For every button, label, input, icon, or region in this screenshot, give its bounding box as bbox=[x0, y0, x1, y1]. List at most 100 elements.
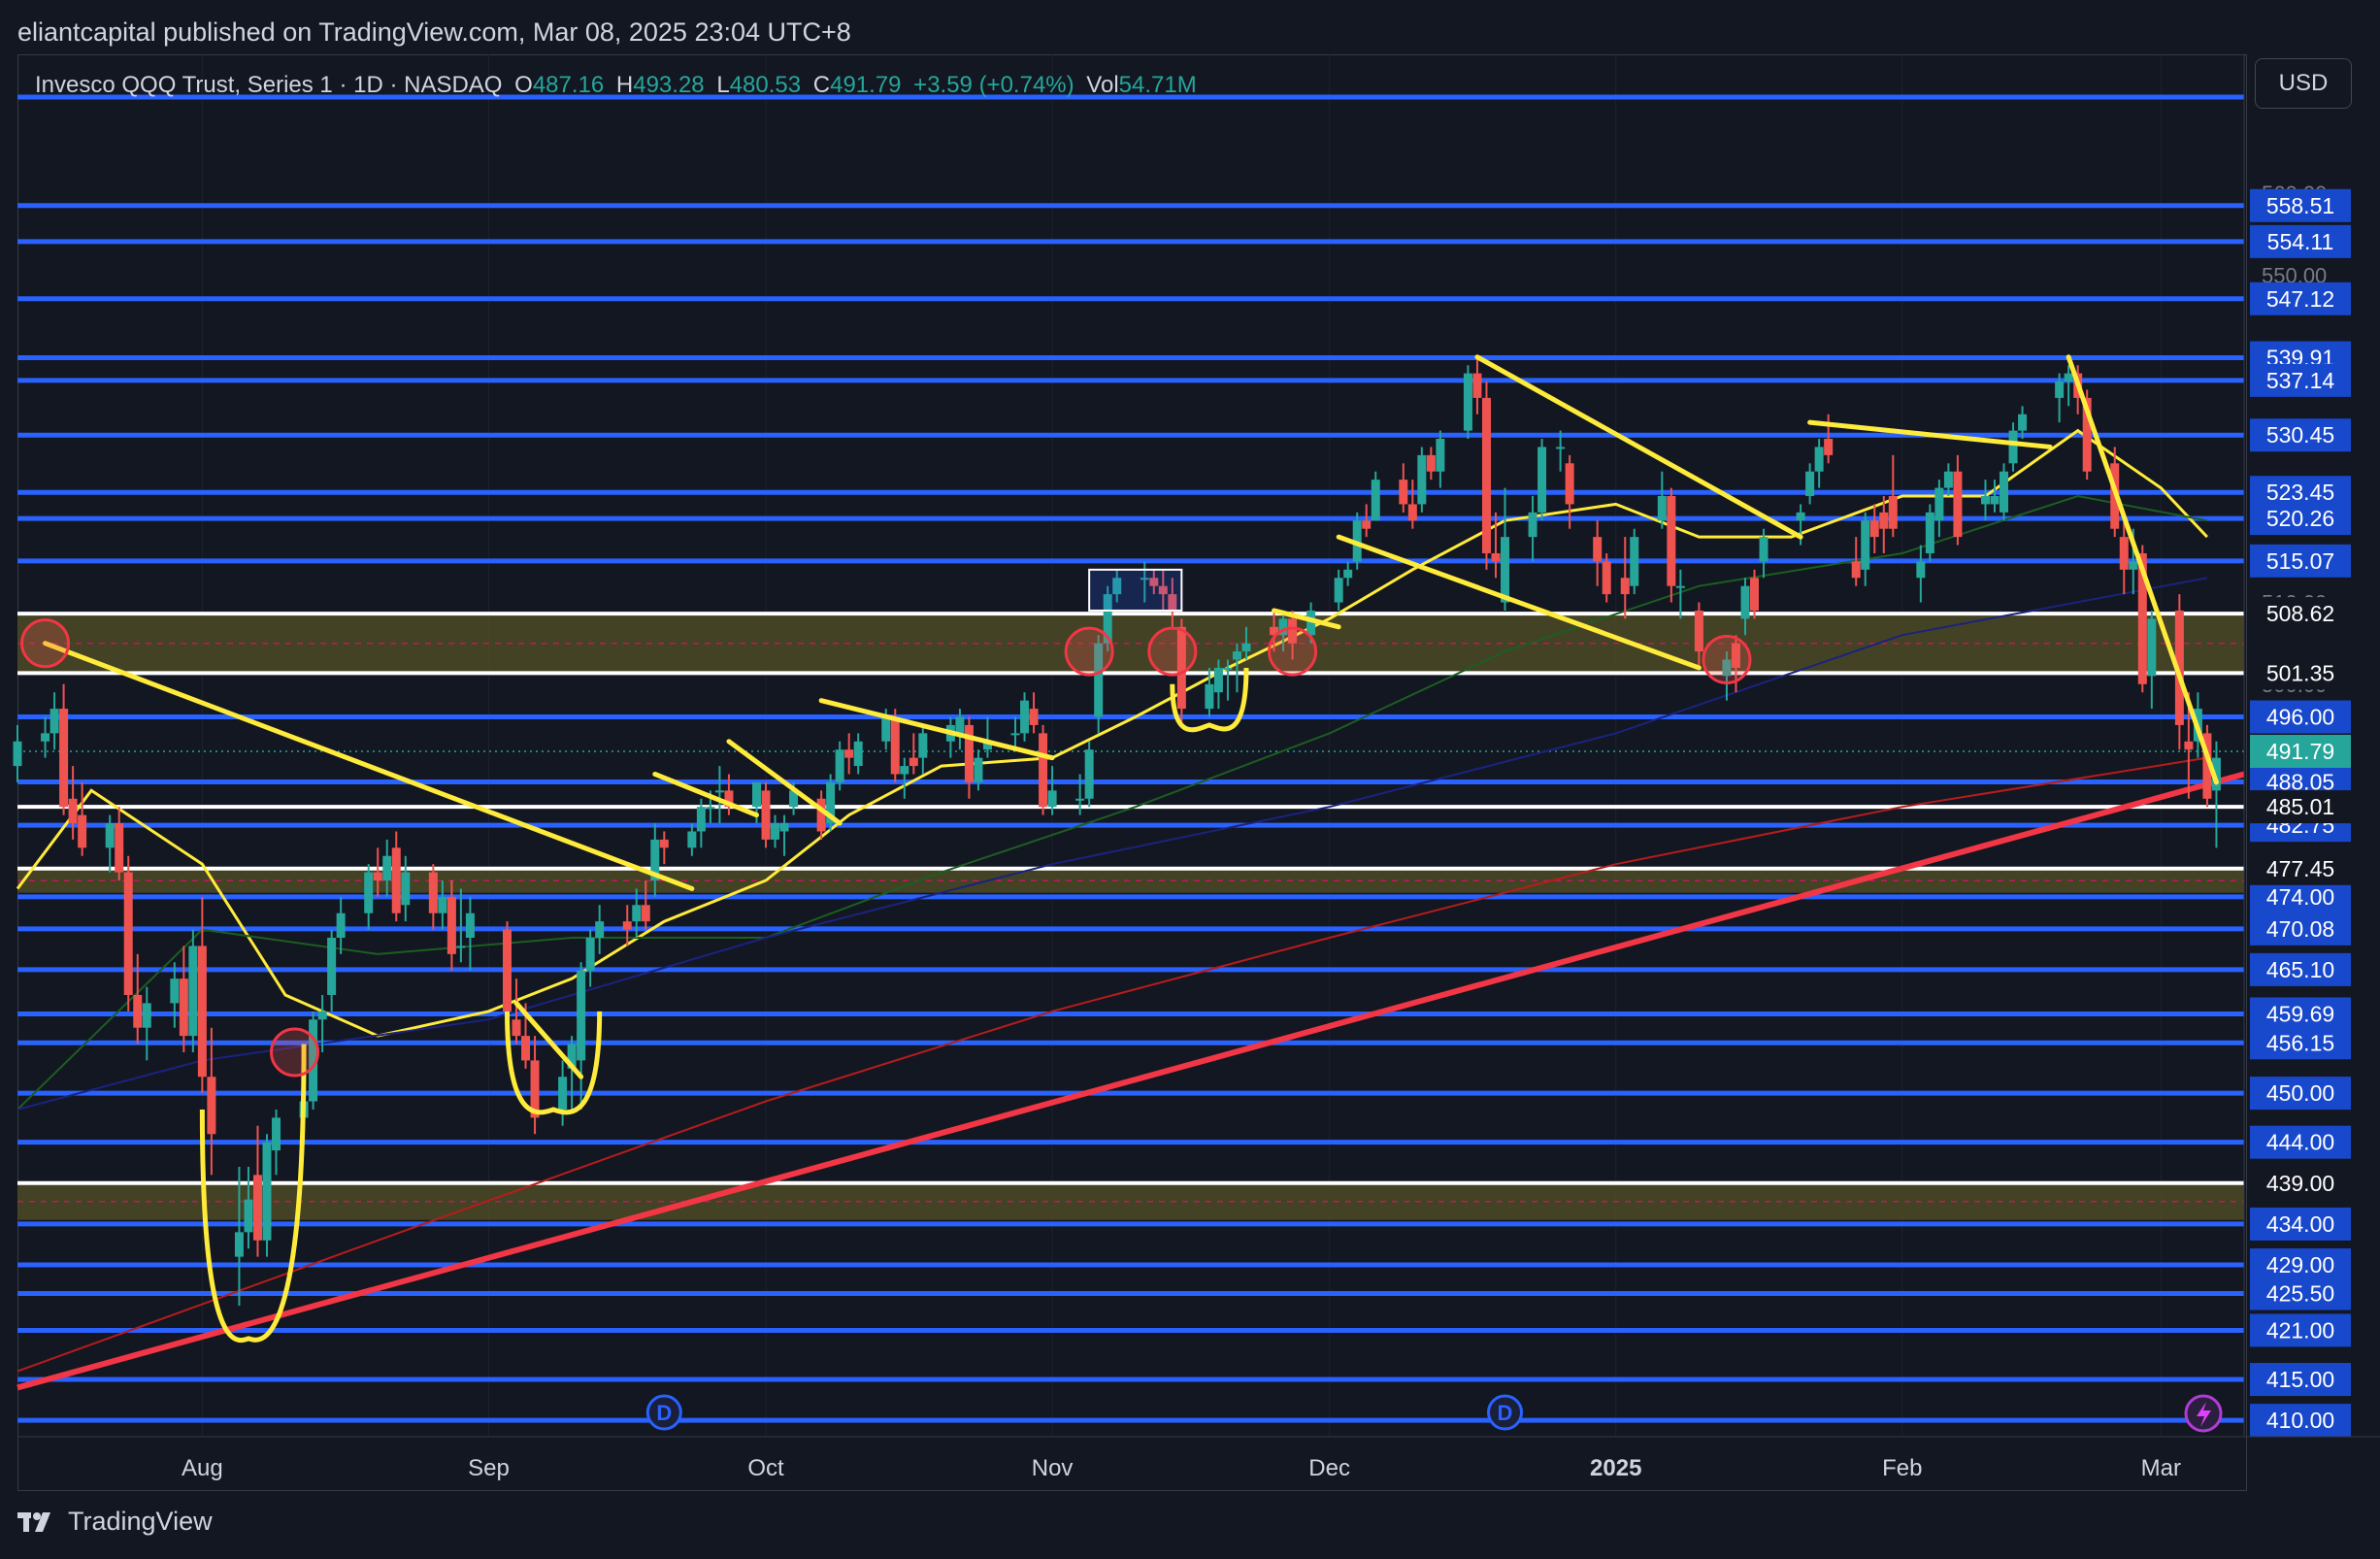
tradingview-logo-icon bbox=[17, 1511, 50, 1532]
level-label-bg-4 bbox=[2250, 363, 2351, 397]
close-label: C bbox=[812, 72, 831, 98]
candle-2024-09-20 bbox=[659, 831, 669, 865]
candle-body bbox=[1039, 733, 1048, 808]
candle-2024-12-27 bbox=[1565, 454, 1574, 529]
candle-2024-12-10 bbox=[1407, 480, 1417, 529]
candle-body bbox=[835, 749, 844, 782]
candle-body bbox=[900, 766, 909, 775]
footer: TradingView bbox=[17, 1507, 213, 1537]
candle-2024-11-27 bbox=[1288, 610, 1298, 660]
lightning-bolt-icon bbox=[2197, 1402, 2211, 1427]
candle-2024-12-12 bbox=[1426, 447, 1436, 481]
candle-body bbox=[50, 709, 59, 734]
candle-body bbox=[1094, 643, 1104, 717]
candle-body bbox=[1472, 373, 1482, 398]
candle-body bbox=[2008, 430, 2018, 464]
candle-2024-07-25 bbox=[133, 953, 143, 1045]
candle-2024-07-18 bbox=[68, 766, 78, 840]
candle-body bbox=[1399, 480, 1408, 505]
candle-body bbox=[2018, 414, 2028, 431]
candle-body bbox=[1288, 618, 1298, 644]
level-label-bg-9 bbox=[2250, 700, 2351, 734]
candle-2024-08-27 bbox=[438, 880, 447, 930]
candle-2024-08-15 bbox=[327, 929, 337, 1012]
candle-body bbox=[1814, 447, 1824, 472]
candle-body bbox=[1010, 733, 1020, 736]
candle-2024-11-05 bbox=[1084, 741, 1094, 808]
candle-2024-10-22 bbox=[955, 709, 965, 750]
close-value: 491.79 bbox=[830, 72, 902, 98]
candle-body bbox=[1029, 709, 1039, 725]
level-label-bg-18 bbox=[2250, 1125, 2351, 1159]
annotation-circle-3 bbox=[1147, 626, 1198, 677]
candle-body bbox=[1879, 512, 1889, 529]
candle-2024-08-29 bbox=[456, 888, 466, 963]
candle-2024-09-27 bbox=[724, 774, 734, 815]
candle-body bbox=[1934, 487, 1944, 521]
candle-body bbox=[1630, 537, 1639, 586]
annotation-circle-5 bbox=[1702, 635, 1752, 685]
level-label-16: 456.15 bbox=[2266, 1030, 2334, 1055]
candle-body bbox=[816, 798, 826, 832]
level-label-13: 470.08 bbox=[2266, 916, 2334, 942]
candle-body bbox=[2147, 618, 2157, 677]
level-label-19: 434.00 bbox=[2266, 1211, 2334, 1237]
candle-2025-01-27 bbox=[1851, 537, 1861, 586]
candle-2024-12-09 bbox=[1399, 463, 1408, 513]
candle-2024-12-20 bbox=[1501, 487, 1510, 611]
currency-button[interactable]: USD bbox=[2255, 58, 2352, 109]
candle-body bbox=[2202, 733, 2212, 799]
candle-body bbox=[1667, 496, 1676, 586]
candle-2025-01-16 bbox=[1750, 569, 1760, 619]
candle-body bbox=[1943, 471, 1953, 488]
candle-body bbox=[207, 1077, 216, 1135]
candle-2024-08-01 bbox=[197, 896, 207, 1094]
candle-2024-12-17 bbox=[1472, 356, 1482, 415]
candle-body bbox=[465, 912, 475, 939]
candle-body bbox=[2119, 537, 2129, 570]
candle-body bbox=[844, 749, 854, 758]
candle-2024-09-23 bbox=[687, 823, 697, 856]
level-label-bg-5 bbox=[2250, 418, 2351, 452]
candle-body bbox=[585, 938, 595, 971]
symbol-legend: Invesco QQQ Trust, Series 1 · 1D · NASDA… bbox=[35, 72, 1203, 99]
white-label-bg-4 bbox=[2250, 1166, 2351, 1200]
candle-2024-11-21 bbox=[1232, 643, 1241, 693]
candle-body bbox=[391, 847, 401, 913]
candle-body bbox=[1020, 700, 1030, 734]
white-label-bg-0 bbox=[2250, 597, 2351, 631]
candle-body bbox=[632, 905, 642, 922]
event-marker-label-0: D bbox=[656, 1401, 672, 1425]
candle-body bbox=[1463, 373, 1472, 431]
candle-body bbox=[1759, 537, 1768, 562]
candle-body bbox=[1232, 651, 1241, 660]
candle-2025-03-06 bbox=[2202, 724, 2212, 808]
level-label-bg-0 bbox=[2250, 188, 2351, 222]
annotation-line-7 bbox=[1474, 354, 1803, 540]
candle-2024-07-16 bbox=[50, 692, 59, 750]
candle-body bbox=[1990, 496, 2000, 505]
candle-2024-11-19 bbox=[1213, 659, 1223, 710]
candle-2024-07-29 bbox=[170, 962, 180, 1028]
candle-2024-07-30 bbox=[179, 945, 188, 1052]
annotation-cup-0 bbox=[199, 1044, 307, 1343]
level-label-bg-14 bbox=[2250, 952, 2351, 986]
candle-body bbox=[1620, 578, 1630, 595]
candle-body bbox=[706, 807, 715, 810]
open-label: O bbox=[514, 72, 533, 98]
candle-body bbox=[317, 1011, 327, 1020]
candle-body bbox=[1417, 454, 1427, 505]
candle-body bbox=[105, 823, 115, 848]
time-axis: Aug Sep Oct Nov Dec 2025 Feb Mar bbox=[17, 1436, 2380, 1481]
level-label-bg-23 bbox=[2250, 1363, 2351, 1397]
candle-body bbox=[1149, 578, 1159, 586]
level-label-12: 474.00 bbox=[2266, 884, 2334, 910]
annotation-line-5 bbox=[1272, 608, 1341, 630]
white-label-4: 439.00 bbox=[2266, 1171, 2334, 1196]
candle-body bbox=[1352, 520, 1362, 562]
candle-body bbox=[1694, 610, 1703, 652]
candle-2024-07-23 bbox=[115, 807, 124, 881]
candle-body bbox=[1176, 626, 1186, 710]
candle-2024-07-15 bbox=[41, 716, 50, 758]
